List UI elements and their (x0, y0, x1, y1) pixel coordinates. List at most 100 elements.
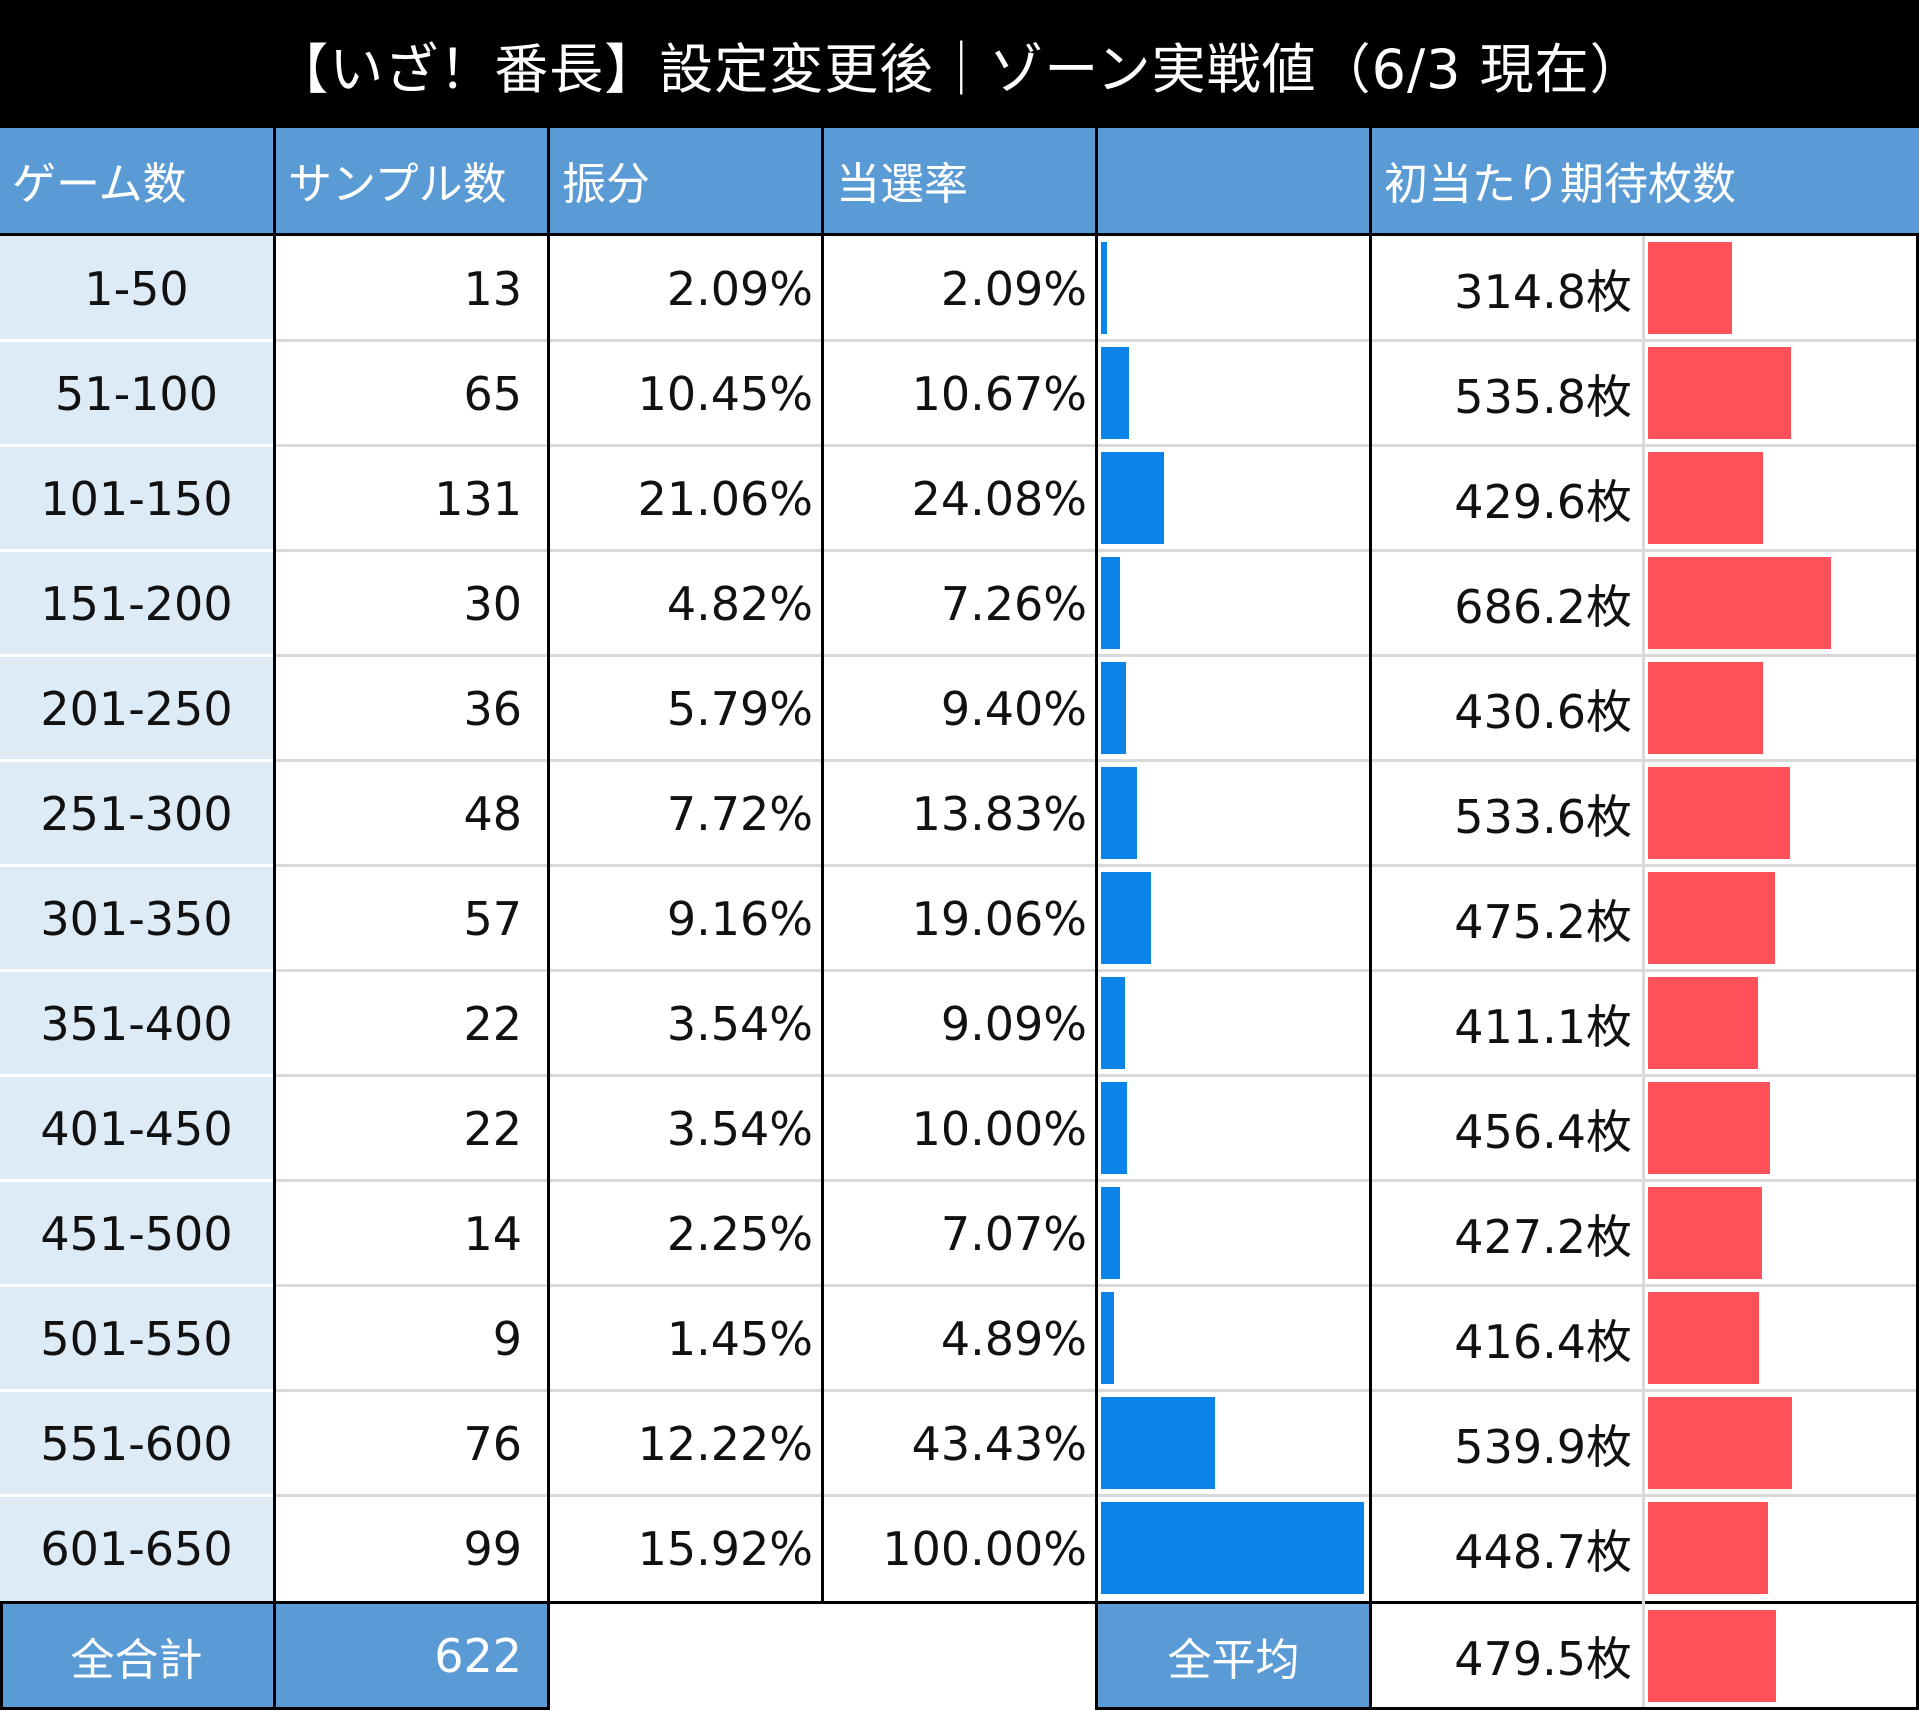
rate-cell: 9.40% (940, 681, 1087, 736)
zone-cell: 151-200 (40, 576, 233, 631)
distribution-cell: 3.54% (666, 996, 813, 1051)
coins-bar (1648, 1292, 1760, 1384)
coins-bar (1648, 1082, 1770, 1174)
coins-cell: 411.1枚 (1454, 999, 1632, 1054)
rate-cell: 9.09% (940, 996, 1087, 1051)
distribution-cell: 15.92% (637, 1521, 813, 1576)
samples-cell: 30 (463, 576, 522, 631)
zone-cell: 551-600 (40, 1416, 233, 1471)
coins-cell: 539.9枚 (1454, 1419, 1632, 1474)
header-coins: 初当たり期待枚数 (1384, 159, 1736, 210)
column-divider (1095, 128, 1098, 1604)
zone-cell: 401-450 (40, 1101, 233, 1156)
samples-cell: 99 (463, 1521, 522, 1576)
coins-bar (1648, 242, 1732, 334)
rate-cell: 43.43% (911, 1416, 1087, 1471)
footer-bottom-line (0, 1707, 550, 1710)
column-divider (547, 128, 550, 1604)
zone-cell: 451-500 (40, 1206, 233, 1261)
header-divider (0, 233, 1919, 236)
zone-column-background (0, 236, 273, 1601)
footer-border (547, 1604, 550, 1710)
samples-cell: 13 (463, 261, 522, 316)
footer-border (0, 1604, 3, 1710)
zone-cell: 601-650 (40, 1521, 233, 1576)
total-value: 622 (276, 1604, 547, 1708)
coins-bar (1648, 767, 1791, 859)
coins-cell: 416.4枚 (1454, 1314, 1632, 1369)
rate-cell: 19.06% (911, 891, 1087, 946)
row-divider (0, 1494, 273, 1497)
rate-bar (1101, 1082, 1128, 1174)
coins-cell: 448.7枚 (1454, 1524, 1632, 1579)
total-label: 全合計 (0, 1604, 273, 1708)
row-divider (0, 969, 273, 972)
samples-cell: 9 (492, 1311, 522, 1366)
footer-border (273, 1604, 276, 1710)
coins-cell: 429.6枚 (1454, 474, 1632, 529)
rate-bar (1101, 347, 1130, 439)
right-border (1916, 236, 1919, 1710)
row-divider (0, 444, 273, 447)
distribution-cell: 9.16% (666, 891, 813, 946)
coins-cell: 535.8枚 (1454, 369, 1632, 424)
row-divider (0, 549, 273, 552)
column-divider (1369, 128, 1372, 1604)
column-divider (273, 128, 276, 1604)
rate-bar (1101, 767, 1138, 859)
chart-title: 【いざ！番長】設定変更後｜ゾーン実戦値（6/3 現在） (0, 0, 1919, 128)
samples-cell: 22 (463, 1101, 522, 1156)
zone-cell: 201-250 (40, 681, 233, 736)
rate-bar (1101, 557, 1121, 649)
rate-bar (1101, 1502, 1364, 1594)
samples-cell: 48 (463, 786, 522, 841)
coins-cell: 314.8枚 (1454, 264, 1632, 319)
rate-bar (1101, 872, 1152, 964)
samples-cell: 36 (463, 681, 522, 736)
rate-cell: 2.09% (940, 261, 1087, 316)
column-divider (1642, 236, 1645, 1708)
distribution-cell: 12.22% (637, 1416, 813, 1471)
distribution-cell: 10.45% (637, 366, 813, 421)
samples-cell: 14 (463, 1206, 522, 1261)
rate-bar (1101, 242, 1107, 334)
row-divider (0, 1179, 273, 1182)
rate-bar (1101, 662, 1126, 754)
coins-bar (1648, 557, 1831, 649)
zone-cell: 351-400 (40, 996, 233, 1051)
row-divider (0, 1074, 273, 1077)
coins-bar (1648, 347, 1791, 439)
zone-cell: 51-100 (55, 366, 218, 421)
coins-cell: 427.2枚 (1454, 1209, 1632, 1264)
distribution-cell: 5.79% (666, 681, 813, 736)
distribution-cell: 2.09% (666, 261, 813, 316)
distribution-cell: 21.06% (637, 471, 813, 526)
rate-cell: 10.67% (911, 366, 1087, 421)
header-rate-bar (1098, 128, 1369, 232)
coins-bar (1648, 1502, 1768, 1594)
header-rate: 当選率 (836, 159, 968, 210)
rate-bar (1101, 1292, 1114, 1384)
distribution-cell: 7.72% (666, 786, 813, 841)
coins-bar (1648, 452, 1763, 544)
header-samples: サンプル数 (288, 159, 507, 210)
zone-cell: 101-150 (40, 471, 233, 526)
zone-cell: 501-550 (40, 1311, 233, 1366)
column-divider (821, 128, 824, 1604)
samples-cell: 131 (434, 471, 522, 526)
footer-bottom-line (1095, 1707, 1919, 1710)
rate-bar (1101, 1397, 1216, 1489)
average-label: 全平均 (1098, 1604, 1369, 1708)
samples-cell: 65 (463, 366, 522, 421)
rate-cell: 100.00% (882, 1521, 1087, 1576)
coins-cell: 430.6枚 (1454, 684, 1632, 739)
footer-border (1369, 1604, 1372, 1710)
rate-cell: 24.08% (911, 471, 1087, 526)
coins-cell: 456.4枚 (1454, 1104, 1632, 1159)
coins-cell: 686.2枚 (1454, 579, 1632, 634)
footer-border (1095, 1604, 1098, 1710)
rate-bar (1101, 1187, 1120, 1279)
row-divider (0, 759, 273, 762)
table-header: ゲーム数 サンプル数 振分 当選率 初当たり期待枚数 (0, 128, 1919, 236)
rate-cell: 4.89% (940, 1311, 1087, 1366)
